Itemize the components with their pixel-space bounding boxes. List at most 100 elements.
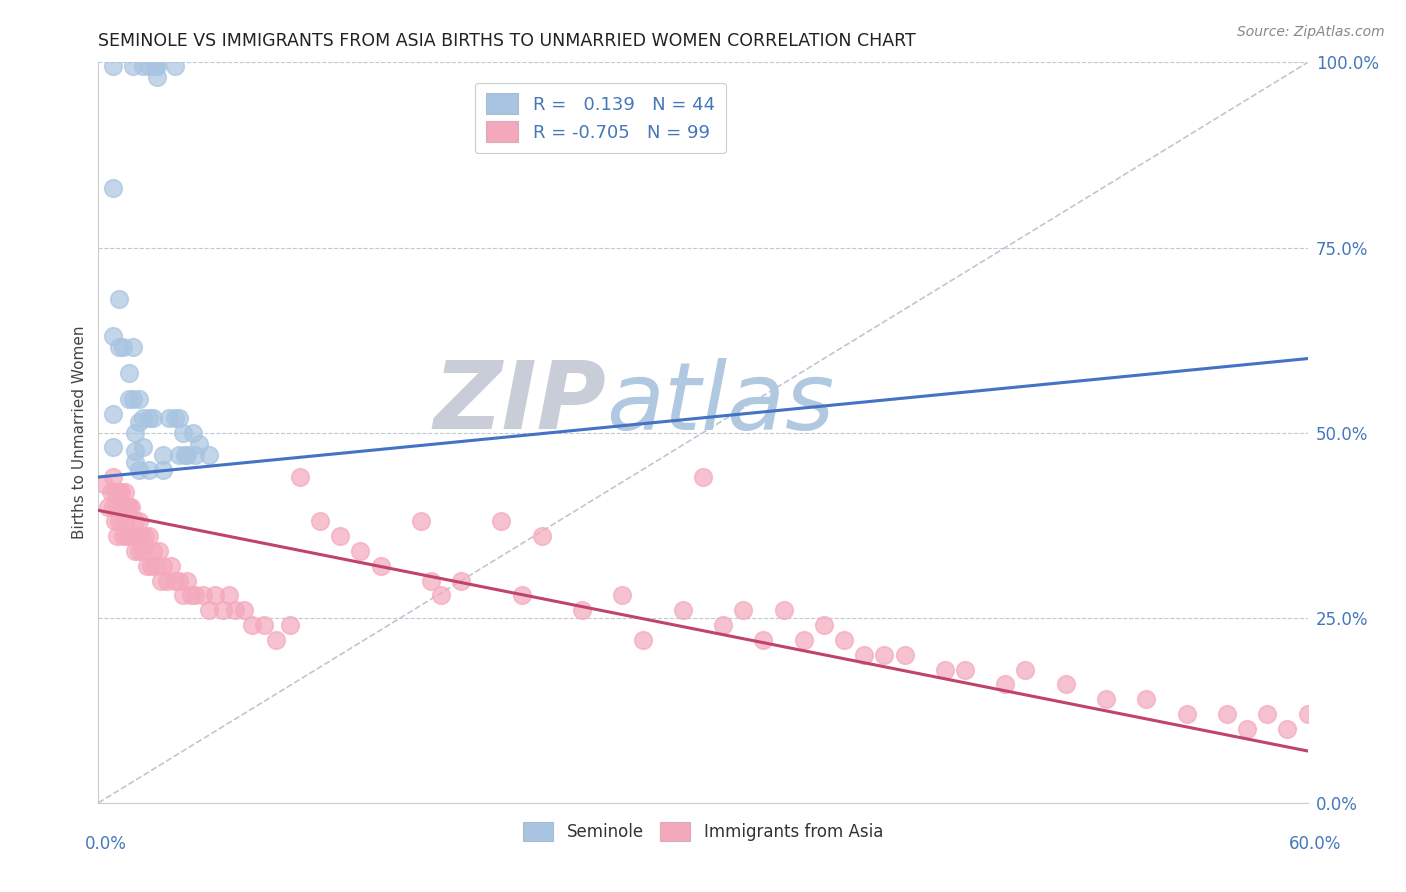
Point	[124, 515, 146, 529]
Point	[167, 574, 190, 588]
Point	[124, 544, 146, 558]
Point	[370, 558, 392, 573]
Point	[121, 341, 143, 355]
Point	[120, 529, 142, 543]
Point	[128, 544, 150, 558]
Point	[1256, 706, 1278, 721]
Legend: Seminole, Immigrants from Asia: Seminole, Immigrants from Asia	[516, 815, 890, 847]
Point	[124, 425, 146, 440]
Point	[1296, 706, 1319, 721]
Point	[253, 618, 276, 632]
Point	[115, 500, 138, 514]
Point	[1216, 706, 1239, 721]
Point	[118, 367, 141, 381]
Point	[163, 410, 186, 425]
Point	[152, 558, 174, 573]
Point	[105, 500, 128, 514]
Point	[167, 448, 190, 462]
Point	[733, 603, 755, 617]
Point	[204, 589, 226, 603]
Point	[420, 574, 443, 588]
Text: ZIP: ZIP	[433, 357, 606, 449]
Point	[143, 59, 166, 73]
Point	[107, 293, 129, 307]
Point	[101, 329, 124, 343]
Point	[149, 574, 172, 588]
Point	[181, 425, 204, 440]
Point	[100, 484, 122, 499]
Point	[176, 574, 198, 588]
Point	[107, 341, 129, 355]
Point	[953, 663, 976, 677]
Point	[193, 589, 215, 603]
Point	[129, 529, 152, 543]
Point	[132, 544, 155, 558]
Point	[101, 407, 124, 421]
Point	[118, 529, 141, 543]
Point	[132, 441, 155, 455]
Point	[1135, 692, 1157, 706]
Point	[124, 444, 146, 458]
Point	[288, 470, 311, 484]
Point	[188, 436, 211, 450]
Point	[143, 558, 166, 573]
Point	[1236, 722, 1258, 736]
Point	[163, 59, 186, 73]
Point	[101, 500, 124, 514]
Point	[240, 618, 263, 632]
Point	[212, 603, 235, 617]
Point	[430, 589, 453, 603]
Point	[134, 529, 156, 543]
Point	[135, 558, 157, 573]
Point	[157, 410, 180, 425]
Point	[278, 618, 301, 632]
Point	[132, 410, 155, 425]
Point	[114, 515, 136, 529]
Point	[142, 544, 165, 558]
Point	[793, 632, 815, 647]
Point	[934, 663, 956, 677]
Point	[1054, 677, 1077, 691]
Point	[114, 484, 136, 499]
Point	[97, 500, 120, 514]
Y-axis label: Births to Unmarried Women: Births to Unmarried Women	[72, 326, 87, 540]
Point	[752, 632, 775, 647]
Point	[128, 515, 150, 529]
Point	[148, 544, 170, 558]
Point	[156, 574, 179, 588]
Point	[143, 59, 166, 73]
Point	[105, 529, 128, 543]
Point	[120, 500, 142, 514]
Point	[118, 500, 141, 514]
Point	[994, 677, 1017, 691]
Point	[138, 410, 160, 425]
Point	[692, 470, 714, 484]
Point	[138, 462, 160, 476]
Point	[264, 632, 287, 647]
Text: 60.0%: 60.0%	[1288, 835, 1341, 853]
Point	[853, 648, 876, 662]
Point	[142, 410, 165, 425]
Point	[118, 392, 141, 407]
Point	[160, 558, 183, 573]
Point	[128, 415, 150, 429]
Point	[450, 574, 472, 588]
Text: 0.0%: 0.0%	[84, 835, 127, 853]
Point	[103, 484, 125, 499]
Point	[349, 544, 371, 558]
Point	[711, 618, 734, 632]
Point	[329, 529, 352, 543]
Point	[218, 589, 240, 603]
Point	[101, 59, 124, 73]
Point	[409, 515, 432, 529]
Point	[111, 529, 134, 543]
Point	[176, 448, 198, 462]
Point	[132, 59, 155, 73]
Point	[772, 603, 794, 617]
Point	[232, 603, 254, 617]
Point	[224, 603, 246, 617]
Point	[184, 589, 207, 603]
Point	[813, 618, 835, 632]
Point	[138, 529, 160, 543]
Point	[571, 603, 593, 617]
